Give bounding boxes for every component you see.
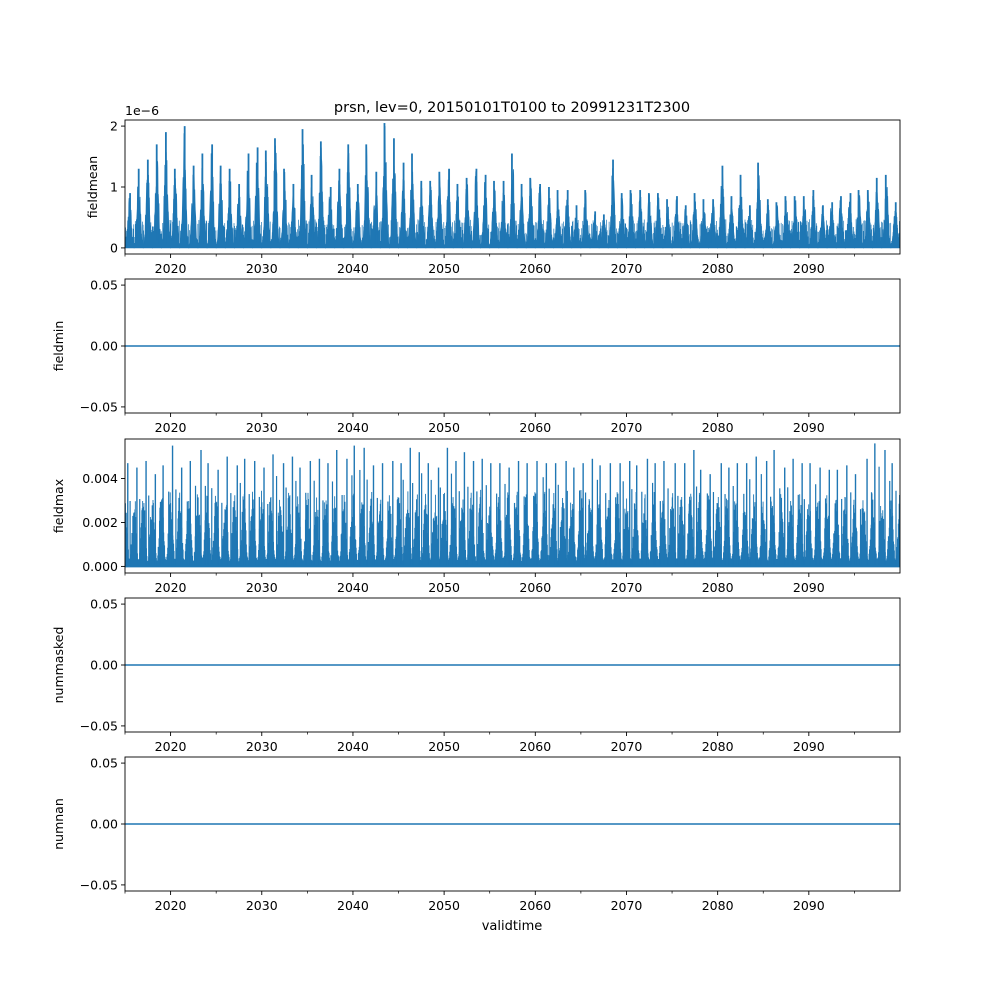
y-tick-label: 0	[110, 240, 118, 255]
x-tick-label: 2020	[155, 580, 187, 595]
y-tick-label: 0.05	[90, 756, 118, 771]
x-tick-label: 2040	[337, 898, 369, 913]
x-tick-label: 2030	[246, 261, 278, 276]
y-tick-label: −0.05	[80, 718, 118, 733]
x-tick-label: 2070	[611, 261, 643, 276]
x-tick-label: 2030	[246, 420, 278, 435]
series-fieldmean	[125, 123, 900, 249]
x-tick-label: 2070	[611, 898, 643, 913]
x-tick-label: 2080	[702, 898, 734, 913]
series-fieldmax	[125, 443, 900, 568]
x-tick-label: 2040	[337, 739, 369, 754]
y-axis-label: fieldmax	[51, 479, 66, 533]
panel-nummasked: −0.05 0.00 0.05 nummasked 2020 2030 2040 2050 20…	[51, 597, 901, 754]
x-tick-label: 2060	[519, 580, 551, 595]
x-tick-label: 2050	[428, 898, 460, 913]
x-tick-label: 2070	[611, 580, 643, 595]
x-tick-label: 2080	[702, 261, 734, 276]
y-tick-label: 0.00	[90, 339, 118, 354]
y-axis-label: numnan	[51, 798, 66, 850]
series-texture	[125, 219, 900, 248]
y-tick-label: 0.002	[82, 515, 118, 530]
x-tick-label: 2040	[337, 420, 369, 435]
x-tick-label: 2050	[428, 739, 460, 754]
x-tick-label: 2030	[246, 898, 278, 913]
y-axis-label: nummasked	[51, 627, 66, 704]
x-tick-label: 2060	[519, 261, 551, 276]
y-tick-label: 0.00	[90, 817, 118, 832]
x-tick-label: 2080	[702, 420, 734, 435]
x-tick-label: 2080	[702, 739, 734, 754]
x-tick-label: 2070	[611, 739, 643, 754]
panel-fieldmax: 0.000 0.002 0.004 fieldmax 2020 2030 2040 2050 2…	[51, 438, 901, 595]
x-tick-label: 2020	[155, 739, 187, 754]
x-tick-label: 2090	[793, 898, 825, 913]
y-axis-label: fieldmin	[51, 321, 66, 372]
y-tick-label: 0.05	[90, 597, 118, 612]
x-tick-label: 2090	[793, 261, 825, 276]
x-tick-label: 2050	[428, 580, 460, 595]
y-offset-label: 1e−6	[125, 103, 159, 118]
chart-title: prsn, lev=0, 20150101T0100 to 20991231T2…	[334, 100, 690, 116]
x-tick-label: 2060	[519, 898, 551, 913]
y-tick-label: 1	[110, 180, 118, 195]
y-tick-label: 0.00	[90, 658, 118, 673]
y-tick-label: 0.004	[82, 471, 118, 486]
x-tick-label: 2020	[155, 420, 187, 435]
x-tick-label: 2020	[155, 898, 187, 913]
x-tick-label: 2040	[337, 580, 369, 595]
y-tick-label: 0.000	[82, 559, 118, 574]
x-tick-label: 2090	[793, 739, 825, 754]
x-tick-label: 2060	[519, 420, 551, 435]
panel-fieldmean: 0 1 2 fieldmean 1e−6 2020 2030 2040 2050 2060 2070…	[85, 103, 901, 276]
x-axis-label: validtime	[482, 919, 543, 934]
y-tick-label: 0.05	[90, 278, 118, 293]
x-tick-label: 2090	[793, 580, 825, 595]
x-tick-label: 2030	[246, 739, 278, 754]
x-tick-label: 2090	[793, 420, 825, 435]
x-tick-label: 2050	[428, 420, 460, 435]
x-tick-label: 2050	[428, 261, 460, 276]
x-tick-label: 2030	[246, 580, 278, 595]
y-tick-label: 2	[110, 119, 118, 134]
x-tick-label: 2070	[611, 420, 643, 435]
panel-numnan: −0.05 0.00 0.05 numnan 2020 2030 2040 2050 2060 2…	[51, 756, 901, 913]
y-axis-label: fieldmean	[85, 156, 100, 218]
x-tick-label: 2020	[155, 261, 187, 276]
y-tick-label: −0.05	[80, 877, 118, 892]
x-tick-label: 2060	[519, 739, 551, 754]
axes-frame	[124, 438, 901, 574]
panel-fieldmin: −0.05 0.00 0.05 fieldmin 2020 2030 2040 2050 206…	[51, 278, 901, 435]
x-tick-label: 2040	[337, 261, 369, 276]
y-tick-label: −0.05	[80, 399, 118, 414]
x-tick-label: 2080	[702, 580, 734, 595]
